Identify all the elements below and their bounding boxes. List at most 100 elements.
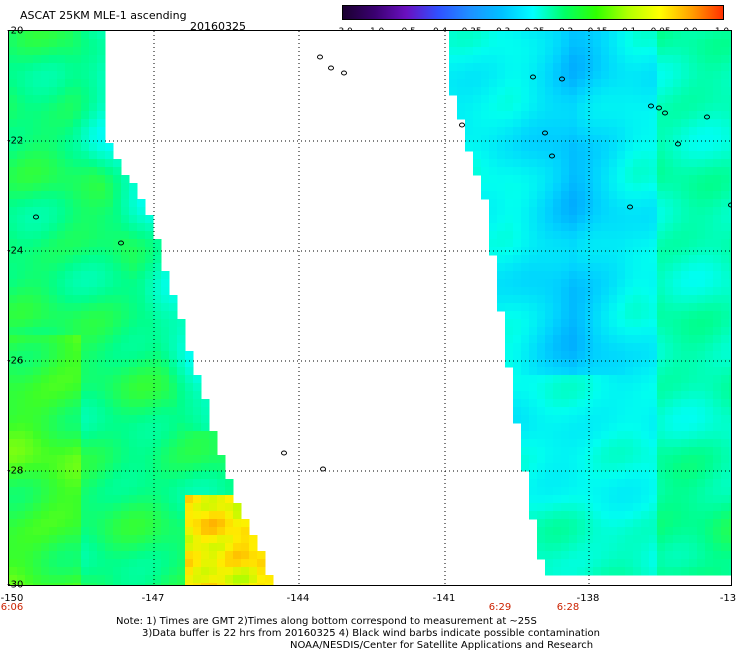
swath-cell <box>665 207 674 216</box>
swath-cell <box>49 503 58 512</box>
swath-cell <box>225 575 234 584</box>
swath-cell <box>177 527 186 536</box>
swath-cell <box>225 503 234 512</box>
swath-cell <box>633 191 642 200</box>
swath-cell <box>161 383 170 392</box>
swath-cell <box>697 407 706 416</box>
swath-cell <box>465 111 474 120</box>
swath-cell <box>185 511 194 520</box>
swath-cell <box>633 183 642 192</box>
swath-cell <box>513 135 522 144</box>
swath-cell <box>49 151 58 160</box>
swath-cell <box>49 335 58 344</box>
swath-cell <box>553 567 562 576</box>
swath-cell <box>121 543 130 552</box>
swath-cell <box>577 351 586 360</box>
swath-cell <box>641 495 650 504</box>
swath-cell <box>665 295 674 304</box>
swath-cell <box>193 391 202 400</box>
swath-cell <box>257 583 266 585</box>
swath-cell <box>617 311 626 320</box>
swath-cell <box>521 103 530 112</box>
swath-cell <box>513 71 522 80</box>
swath-cell <box>577 519 586 528</box>
swath-cell <box>33 423 42 432</box>
swath-cell <box>633 383 642 392</box>
swath-cell <box>513 183 522 192</box>
swath-cell <box>641 487 650 496</box>
swath-cell <box>41 127 50 136</box>
swath-cell <box>649 167 658 176</box>
swath-cell <box>33 391 42 400</box>
swath-cell <box>569 295 578 304</box>
swath-cell <box>721 447 730 456</box>
swath-cell <box>657 567 666 576</box>
swath-cell <box>113 223 122 232</box>
swath-cell <box>553 71 562 80</box>
swath-cell <box>505 335 514 344</box>
swath-cell <box>209 575 218 584</box>
swath-cell <box>641 511 650 520</box>
swath-cell <box>569 39 578 48</box>
swath-cell <box>193 415 202 424</box>
swath-cell <box>705 207 714 216</box>
swath-cell <box>57 295 66 304</box>
swath-cell <box>513 335 522 344</box>
swath-cell <box>129 215 138 224</box>
swath-cell <box>577 383 586 392</box>
swath-cell <box>137 311 146 320</box>
swath-cell <box>153 575 162 584</box>
swath-cell <box>129 351 138 360</box>
swath-cell <box>553 95 562 104</box>
swath-cell <box>681 431 690 440</box>
swath-cell <box>49 463 58 472</box>
swath-cell <box>641 231 650 240</box>
swath-cell <box>113 463 122 472</box>
swath-cell <box>169 511 178 520</box>
swath-cell <box>577 151 586 160</box>
swath-cell <box>57 119 66 128</box>
swath-cell <box>521 223 530 232</box>
swath-cell <box>513 111 522 120</box>
swath-cell <box>713 263 722 272</box>
island-outline <box>530 74 536 80</box>
swath-cell <box>705 271 714 280</box>
swath-cell <box>65 567 74 576</box>
swath-cell <box>649 255 658 264</box>
swath-cell <box>137 391 146 400</box>
swath-cell <box>81 63 90 72</box>
swath-cell <box>521 47 530 56</box>
swath-cell <box>569 215 578 224</box>
swath-cell <box>641 255 650 264</box>
swath-cell <box>537 455 546 464</box>
swath-cell <box>9 479 18 488</box>
swath-cell <box>649 479 658 488</box>
swath-cell <box>681 407 690 416</box>
swath-cell <box>673 551 682 560</box>
swath-cell <box>665 79 674 88</box>
swath-cell <box>161 455 170 464</box>
swath-cell <box>129 519 138 528</box>
swath-cell <box>609 567 618 576</box>
swath-cell <box>9 575 18 584</box>
swath-cell <box>81 375 90 384</box>
swath-cell <box>161 367 170 376</box>
swath-cell <box>73 79 82 88</box>
swath-cell <box>65 103 74 112</box>
swath-cell <box>97 415 106 424</box>
swath-cell <box>593 383 602 392</box>
swath-cell <box>617 319 626 328</box>
swath-cell <box>97 511 106 520</box>
swath-cell <box>665 447 674 456</box>
swath-cell <box>193 439 202 448</box>
swath-cell <box>145 351 154 360</box>
swath-cell <box>121 479 130 488</box>
swath-cell <box>641 527 650 536</box>
swath-cell <box>201 463 210 472</box>
swath-cell <box>617 79 626 88</box>
swath-cell <box>697 71 706 80</box>
swath-cell <box>153 407 162 416</box>
swath-cell <box>601 367 610 376</box>
swath-cell <box>673 431 682 440</box>
swath-cell <box>33 567 42 576</box>
